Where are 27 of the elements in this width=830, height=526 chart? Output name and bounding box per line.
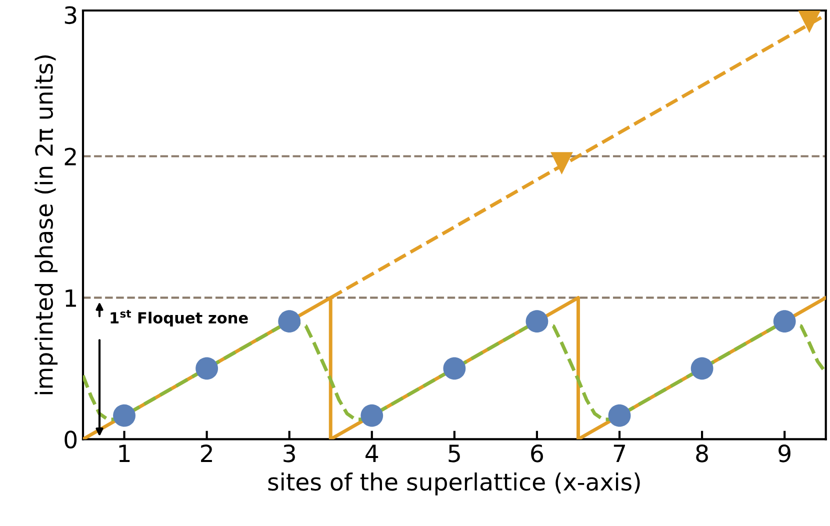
x-tick-label: 1 <box>119 444 130 462</box>
y-tick-label: 1 <box>66 289 76 307</box>
point <box>443 357 466 380</box>
x-tick-label: 3 <box>284 444 295 462</box>
point <box>690 357 714 380</box>
x-tick-label: 8 <box>696 444 708 462</box>
y-tick-label: 0 <box>64 430 77 449</box>
y-axis-title: imprinted phase (in 2π units) <box>34 55 58 394</box>
point <box>113 404 136 427</box>
x-tick-label: 9 <box>778 444 790 462</box>
x-tick-label: 6 <box>531 444 543 462</box>
point <box>526 310 548 333</box>
x-axis-title: sites of the superlattice (x-axis) <box>268 472 640 496</box>
point <box>798 10 821 34</box>
point <box>773 310 796 333</box>
x-tick-label: 2 <box>201 444 212 462</box>
annotation: 1$^{st}$ Floquet zone <box>110 310 248 327</box>
y-tick-label: 2 <box>64 148 76 166</box>
point <box>278 310 301 333</box>
point <box>196 357 218 380</box>
x-tick-label: 7 <box>614 444 625 462</box>
x-tick-label: 5 <box>448 444 460 462</box>
point <box>550 152 573 175</box>
x-tick-label: 4 <box>366 444 378 462</box>
y-tick-label: 3 <box>64 6 76 24</box>
point <box>608 404 631 427</box>
point <box>360 404 384 427</box>
